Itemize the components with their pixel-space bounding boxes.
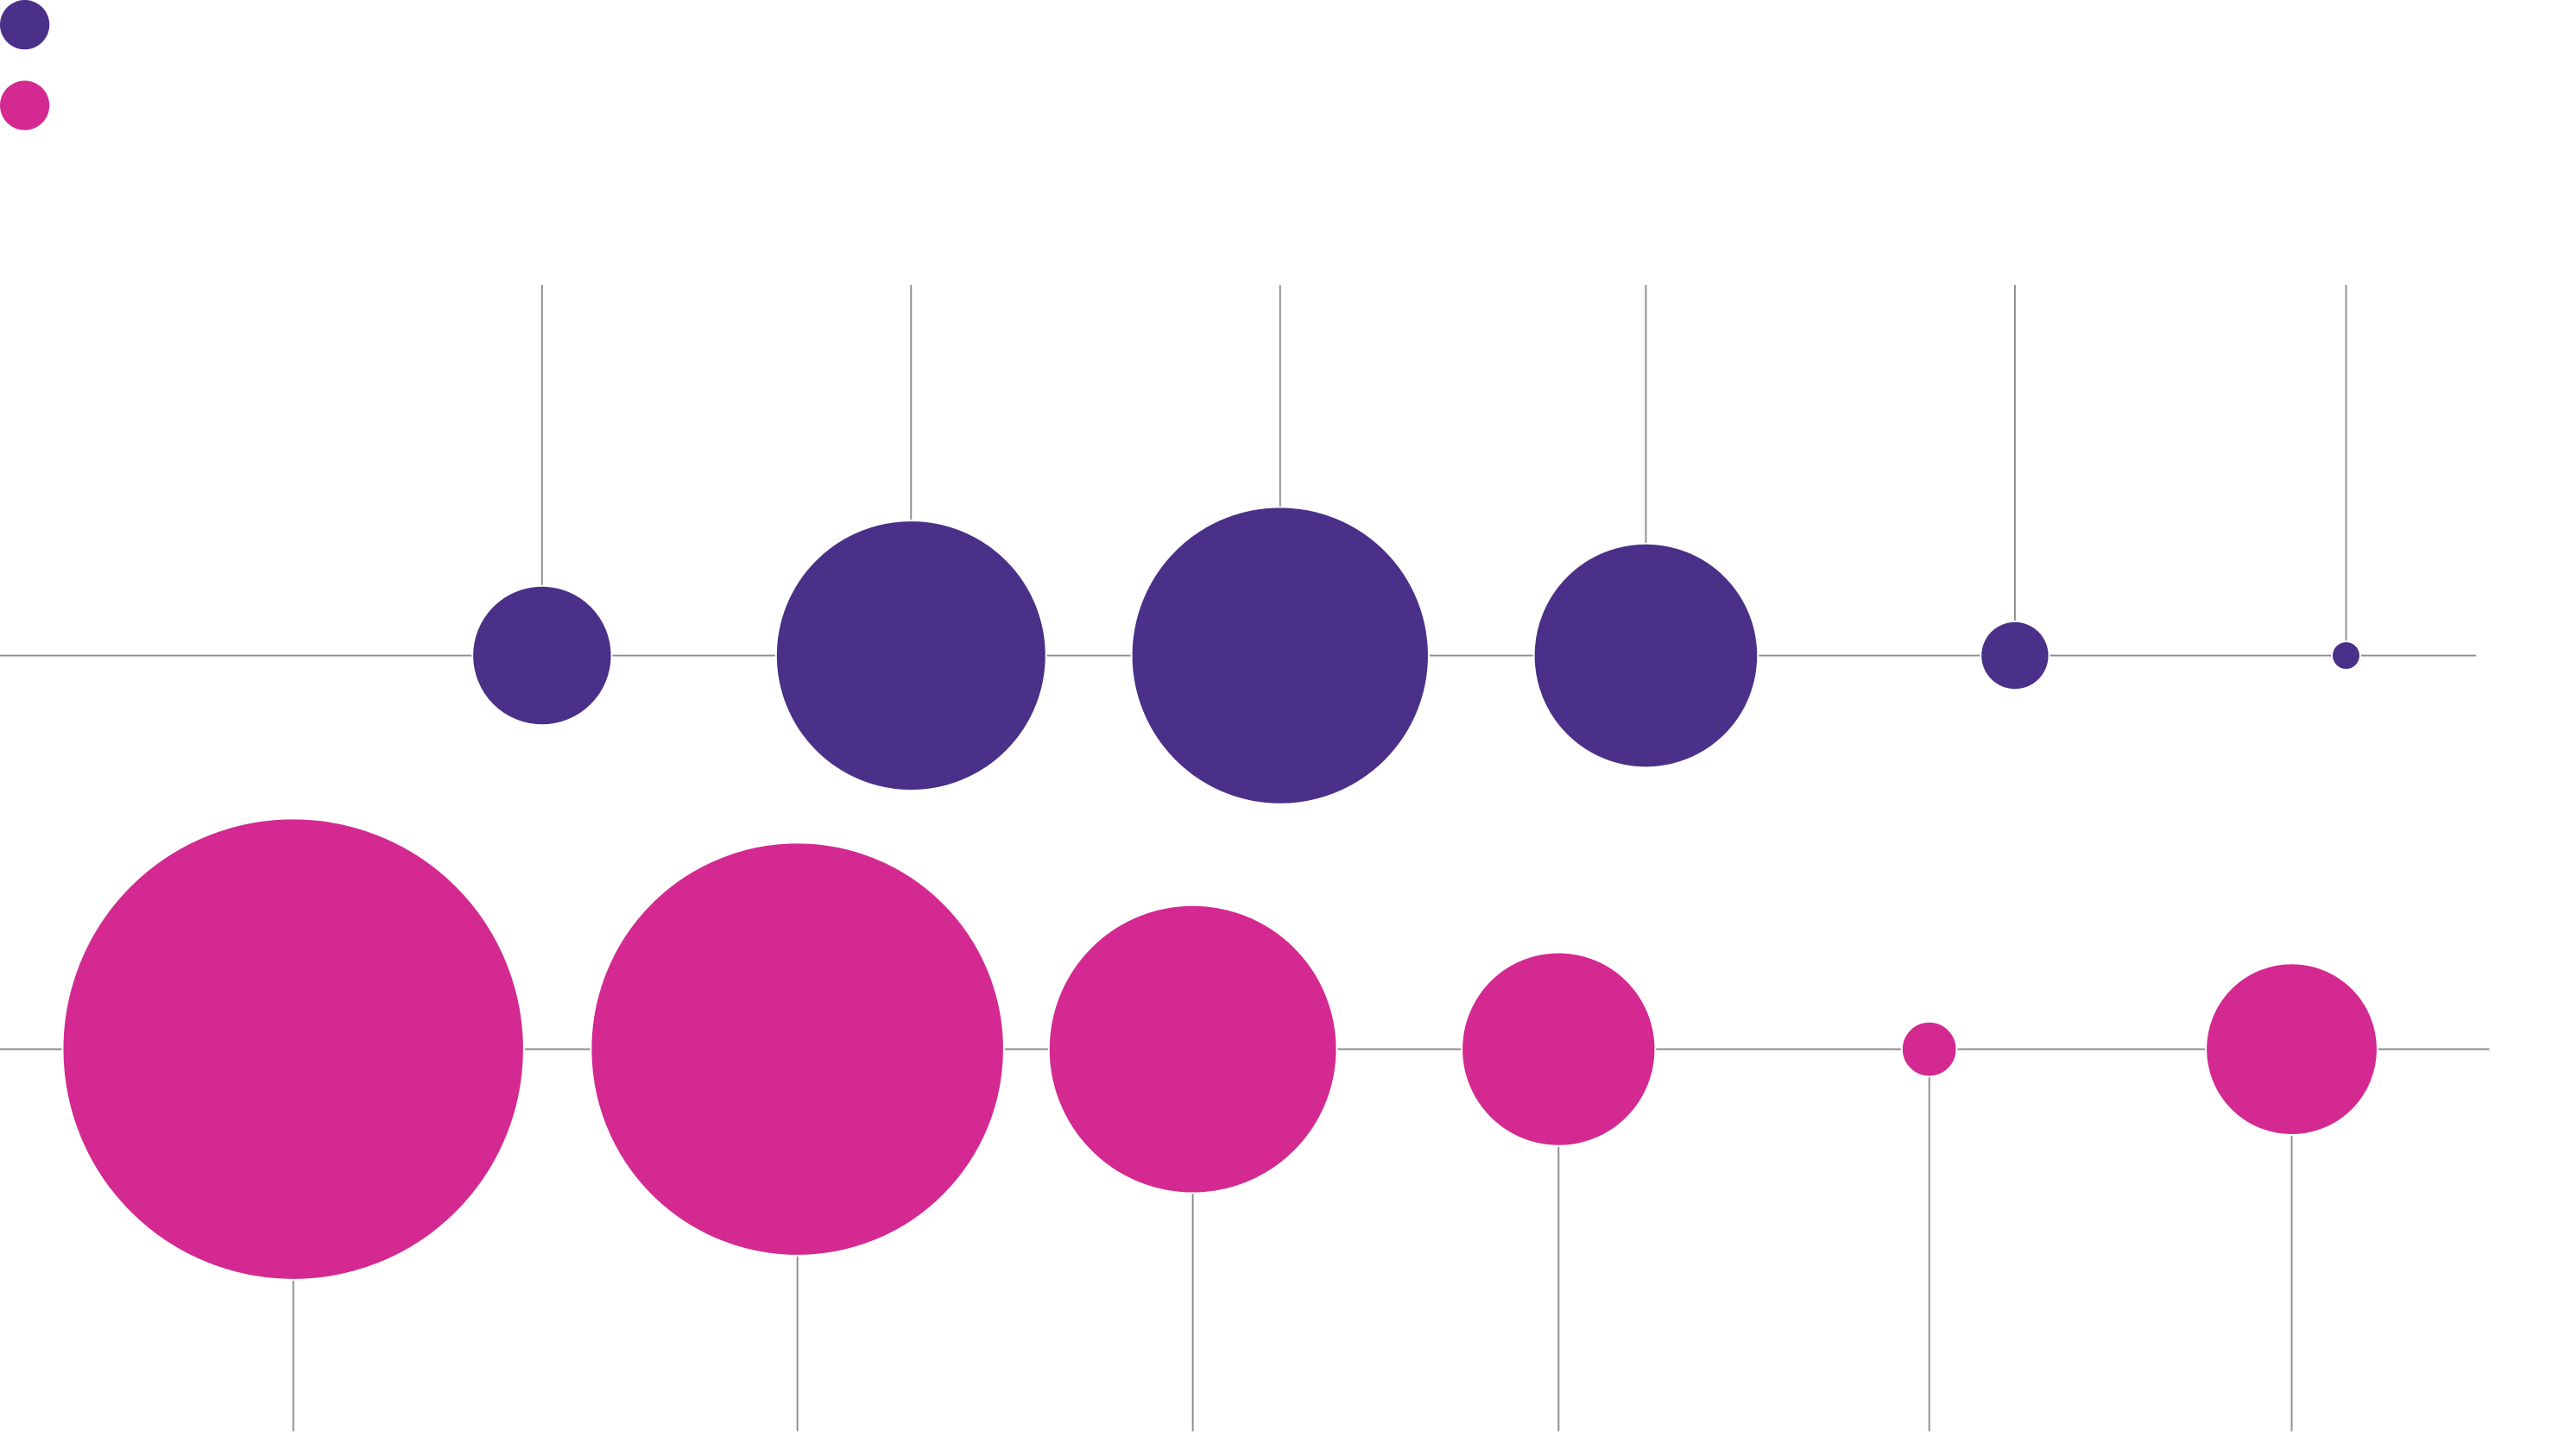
series-2-layer xyxy=(0,817,2490,1432)
legend xyxy=(0,0,50,130)
series-2-bubble-2[interactable] xyxy=(590,841,1005,1257)
series-1-bubble-6[interactable] xyxy=(2331,640,2361,671)
legend-swatch-series-1[interactable] xyxy=(0,0,50,50)
series-2-bubble-3[interactable] xyxy=(1047,904,1338,1194)
legend-swatch-series-2[interactable] xyxy=(0,80,50,130)
series-1-bubble-4[interactable] xyxy=(1532,542,1759,769)
series-2-bubble-6[interactable] xyxy=(2205,962,2378,1136)
series-1-bubble-5[interactable] xyxy=(1980,620,2050,691)
series-1-layer xyxy=(0,285,2477,805)
series-2-bubble-1[interactable] xyxy=(61,817,525,1281)
series-1-bubble-1[interactable] xyxy=(471,584,613,727)
series-2-bubble-4[interactable] xyxy=(1461,951,1657,1147)
series-1-bubble-2[interactable] xyxy=(774,520,1047,791)
series-2-bubble-5[interactable] xyxy=(1900,1020,1958,1078)
series-1-bubble-3[interactable] xyxy=(1130,506,1430,805)
